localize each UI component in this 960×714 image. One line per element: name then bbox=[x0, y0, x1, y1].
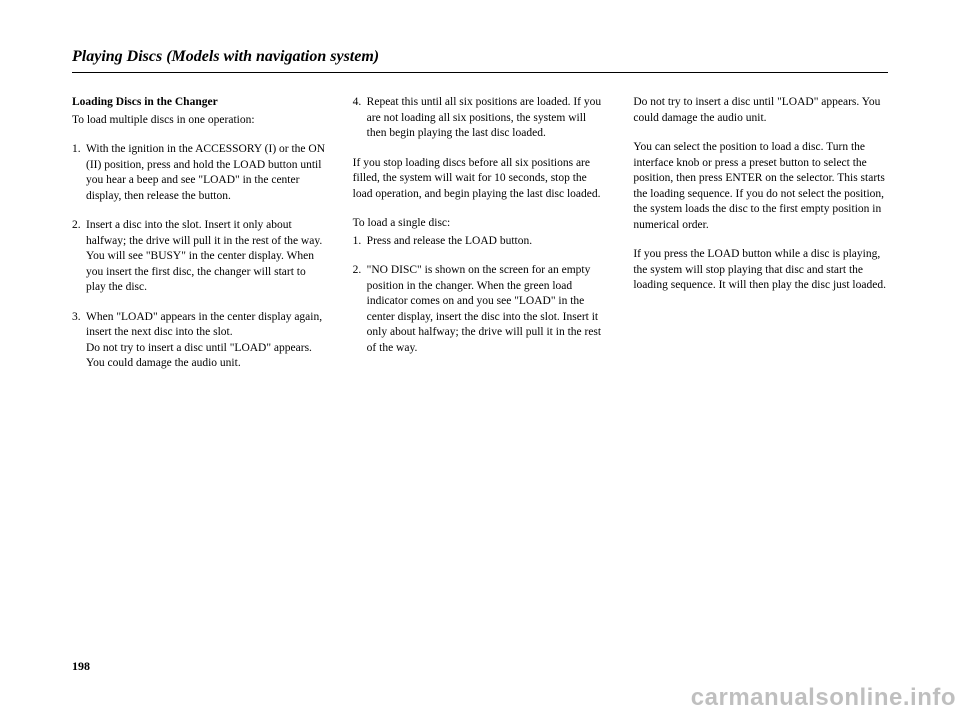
step-3: 3. When "LOAD" appears in the center dis… bbox=[72, 310, 327, 372]
step-2: 2. Insert a disc into the slot. Insert i… bbox=[72, 218, 327, 296]
column-1: Loading Discs in the Changer To load mul… bbox=[72, 95, 327, 386]
step-1: 1. With the ignition in the ACCESSORY (I… bbox=[72, 142, 327, 204]
watermark: carmanualsonline.info bbox=[691, 684, 956, 712]
step-number: 3. bbox=[72, 310, 86, 372]
step-number: 1. bbox=[72, 142, 86, 204]
section-subhead: Loading Discs in the Changer bbox=[72, 95, 327, 111]
page-header: Playing Discs (Models with navigation sy… bbox=[72, 48, 888, 73]
manual-page: Playing Discs (Models with navigation sy… bbox=[72, 48, 888, 666]
paragraph: If you stop loading discs before all six… bbox=[353, 156, 608, 203]
step-text-a: When "LOAD" appears in the center displa… bbox=[86, 310, 327, 341]
step-text: When "LOAD" appears in the center displa… bbox=[86, 310, 327, 372]
column-2: 4. Repeat this until all six positions a… bbox=[353, 95, 608, 386]
single-step-2: 2. "NO DISC" is shown on the screen for … bbox=[353, 263, 608, 356]
step-text: Insert a disc into the slot. Insert it o… bbox=[86, 218, 327, 296]
step-number: 1. bbox=[353, 234, 367, 250]
paragraph: If you press the LOAD button while a dis… bbox=[633, 247, 888, 294]
step-number: 2. bbox=[72, 218, 86, 296]
single-step-1: 1. Press and release the LOAD button. bbox=[353, 234, 608, 250]
step-text: "NO DISC" is shown on the screen for an … bbox=[367, 263, 608, 356]
step-text: Press and release the LOAD button. bbox=[367, 234, 608, 250]
step-number: 2. bbox=[353, 263, 367, 356]
paragraph: Do not try to insert a disc until "LOAD"… bbox=[633, 95, 888, 126]
step-text-b: Do not try to insert a disc until "LOAD"… bbox=[86, 341, 327, 372]
step-text: With the ignition in the ACCESSORY (I) o… bbox=[86, 142, 327, 204]
page-number: 198 bbox=[72, 659, 90, 674]
column-3: Do not try to insert a disc until "LOAD"… bbox=[633, 95, 888, 386]
single-disc-intro: To load a single disc: bbox=[353, 216, 608, 232]
step-text: Repeat this until all six positions are … bbox=[367, 95, 608, 142]
step-number: 4. bbox=[353, 95, 367, 142]
page-title: Playing Discs (Models with navigation sy… bbox=[72, 48, 888, 66]
intro-text: To load multiple discs in one operation: bbox=[72, 113, 327, 129]
paragraph: You can select the position to load a di… bbox=[633, 140, 888, 233]
content-columns: Loading Discs in the Changer To load mul… bbox=[72, 95, 888, 386]
step-4: 4. Repeat this until all six positions a… bbox=[353, 95, 608, 142]
